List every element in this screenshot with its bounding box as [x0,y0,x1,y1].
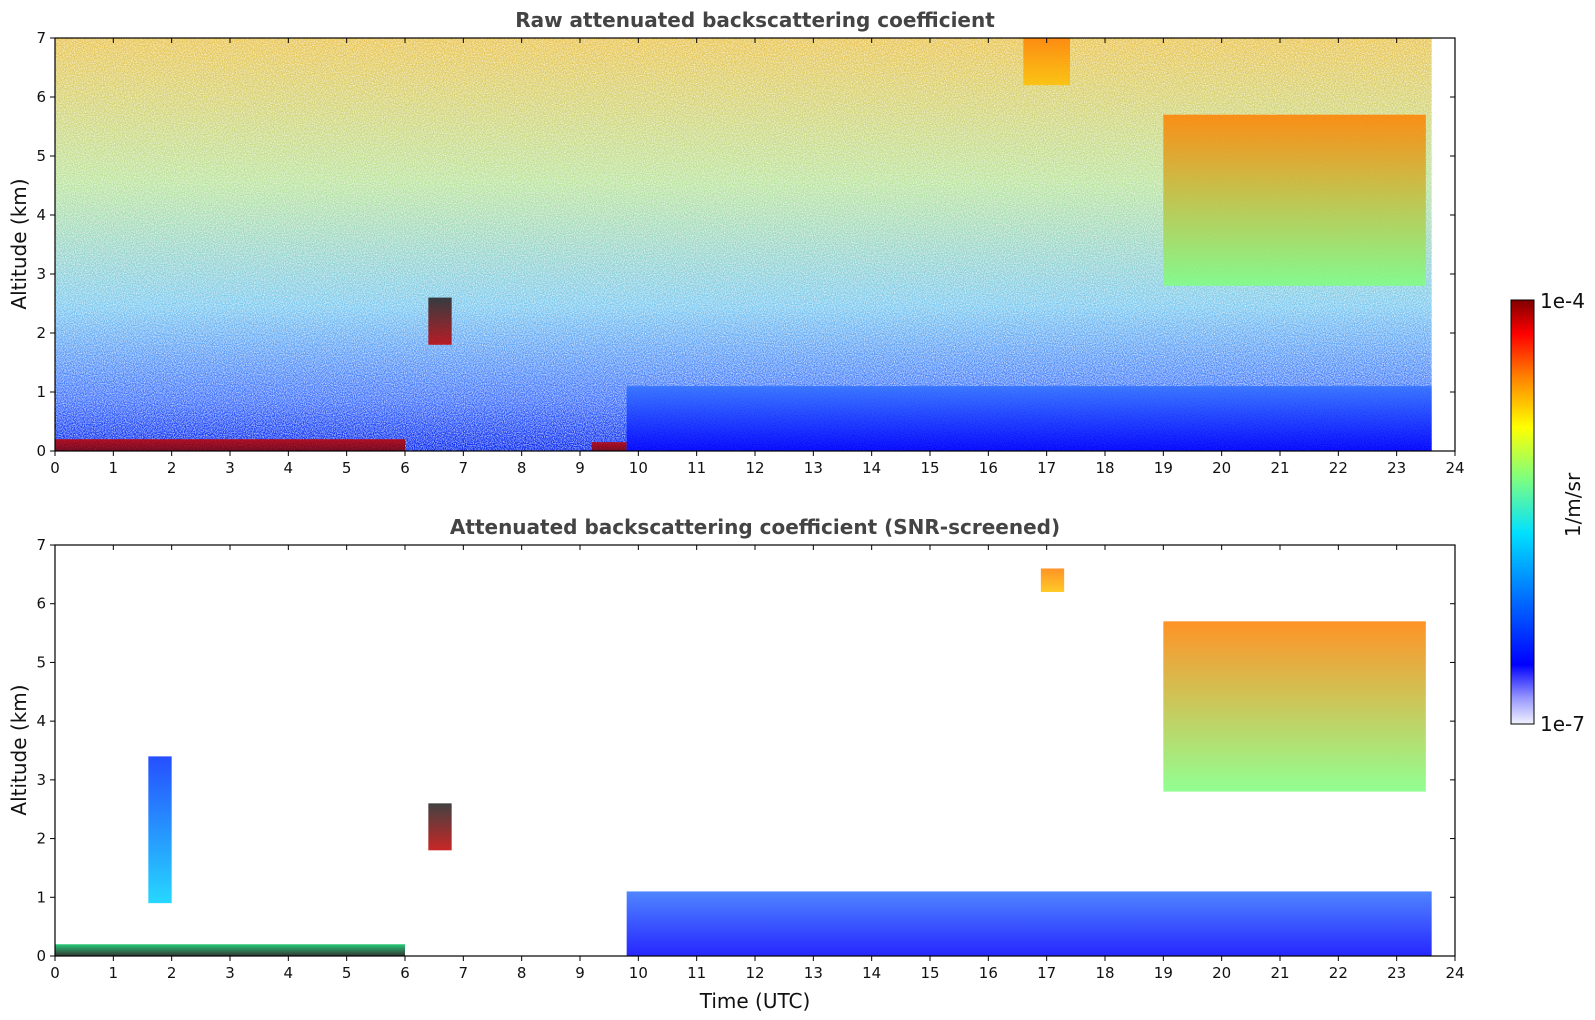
y-tick-label: 4 [36,712,46,730]
y-tick-label: 6 [36,595,46,613]
x-tick-label: 13 [804,964,823,982]
x-tick-label: 7 [459,964,469,982]
x-tick-label: 2 [167,459,177,477]
x-tick-label: 23 [1387,459,1406,477]
x-tick-label: 11 [687,459,706,477]
x-tick-label: 1 [109,964,119,982]
heatmap-area [55,568,1432,956]
x-tick-label: 15 [920,459,939,477]
x-tick-label: 24 [1445,459,1464,477]
x-tick-label: 6 [400,964,410,982]
x-tick-label: 4 [284,964,294,982]
y-axis: 0 1 2 3 4 5 6 7 [36,536,1455,965]
x-tick-label: 12 [745,459,764,477]
y-axis-label: Altitude (km) [7,178,31,309]
x-tick-label: 14 [862,459,881,477]
feature-isolated-cloud [428,803,452,851]
x-tick-label: 6 [400,459,410,477]
x-tick-label: 18 [1095,964,1114,982]
x-tick-label: 1 [109,459,119,477]
y-tick-label: 2 [36,324,46,342]
x-tick-label: 3 [225,964,235,982]
y-tick-label: 4 [36,206,46,224]
x-tick-label: 19 [1154,459,1173,477]
x-tick-label: 16 [979,964,998,982]
x-tick-label: 3 [225,459,235,477]
x-tick-label: 2 [167,964,177,982]
x-axis: 0 1 2 3 4 5 6 7 8 9 10 11 12 13 14 15 16 17 18 19 20 21 22 23 24 [50,38,1465,477]
chart-panel-raw: Raw attenuated backscattering coefficien… [7,8,1465,477]
x-tick-label: 18 [1095,459,1114,477]
chart-title: Attenuated backscattering coefficient (S… [450,515,1060,539]
chart-title: Raw attenuated backscattering coefficien… [515,8,995,32]
x-tick-label: 15 [920,964,939,982]
feature-cirrus-cloud [1163,114,1426,286]
x-tick-label: 22 [1329,459,1348,477]
x-tick-label: 20 [1212,459,1231,477]
feature-high-cloud [1023,38,1070,86]
x-tick-label: 16 [979,459,998,477]
feature-surface-layer-strong- [55,439,405,451]
feature-boundary-layer [626,386,1432,451]
y-tick-label: 1 [36,383,46,401]
y-axis-label: Altitude (km) [7,684,31,815]
x-tick-label: 13 [804,459,823,477]
x-tick-label: 8 [517,459,527,477]
x-tick-label: 21 [1270,964,1289,982]
y-tick-label: 2 [36,830,46,848]
y-tick-label: 7 [36,536,46,554]
x-tick-label: 11 [687,964,706,982]
colorbar-max-label: 1e-4 [1540,289,1585,313]
colorbar-label: 1/m/sr [1561,472,1585,537]
colorbar-min-label: 1e-7 [1540,712,1585,736]
x-tick-label: 17 [1037,459,1056,477]
x-tick-label: 12 [745,964,764,982]
x-tick-label: 4 [284,459,294,477]
feature-isolated-cloud [428,297,452,345]
feature-boundary-layer [626,891,1432,956]
x-axis-label: Time (UTC) [699,989,811,1013]
x-axis: 0 1 2 3 4 5 6 7 8 9 10 11 12 13 14 15 16 17 18 19 20 21 22 23 24 [50,545,1465,982]
y-tick-label: 6 [36,88,46,106]
y-axis: 0 1 2 3 4 5 6 7 [36,29,1455,460]
y-tick-label: 7 [36,29,46,47]
x-tick-label: 20 [1212,964,1231,982]
feature-high-cloud [1040,568,1065,592]
y-tick-label: 1 [36,888,46,906]
y-tick-label: 0 [36,947,46,965]
x-tick-label: 7 [459,459,469,477]
y-tick-label: 3 [36,771,46,789]
x-tick-label: 10 [629,459,648,477]
feature-aerosol-plume [148,756,172,904]
x-tick-label: 9 [575,964,585,982]
x-tick-label: 10 [629,964,648,982]
y-tick-label: 5 [36,653,46,671]
x-tick-label: 9 [575,459,585,477]
x-tick-label: 24 [1445,964,1464,982]
feature-surface-layer-strong- [591,442,627,451]
y-tick-label: 3 [36,265,46,283]
y-tick-label: 5 [36,147,46,165]
x-tick-label: 19 [1154,964,1173,982]
heatmap-area [55,38,1432,451]
x-tick-label: 5 [342,964,352,982]
feature-cirrus-cloud [1163,621,1426,792]
x-tick-label: 5 [342,459,352,477]
x-tick-label: 17 [1037,964,1056,982]
chart-panel-screened: Attenuated backscattering coefficient (S… [7,515,1465,1013]
feature-surface-layer [55,944,405,956]
y-tick-label: 0 [36,442,46,460]
x-tick-label: 22 [1329,964,1348,982]
x-tick-label: 14 [862,964,881,982]
x-tick-label: 21 [1270,459,1289,477]
colorbar: 1e-4 1e-7 1/m/sr [1510,289,1585,736]
x-tick-label: 23 [1387,964,1406,982]
x-tick-label: 8 [517,964,527,982]
x-tick-label: 0 [50,964,60,982]
x-tick-label: 0 [50,459,60,477]
colorbar-gradient [1510,299,1535,725]
